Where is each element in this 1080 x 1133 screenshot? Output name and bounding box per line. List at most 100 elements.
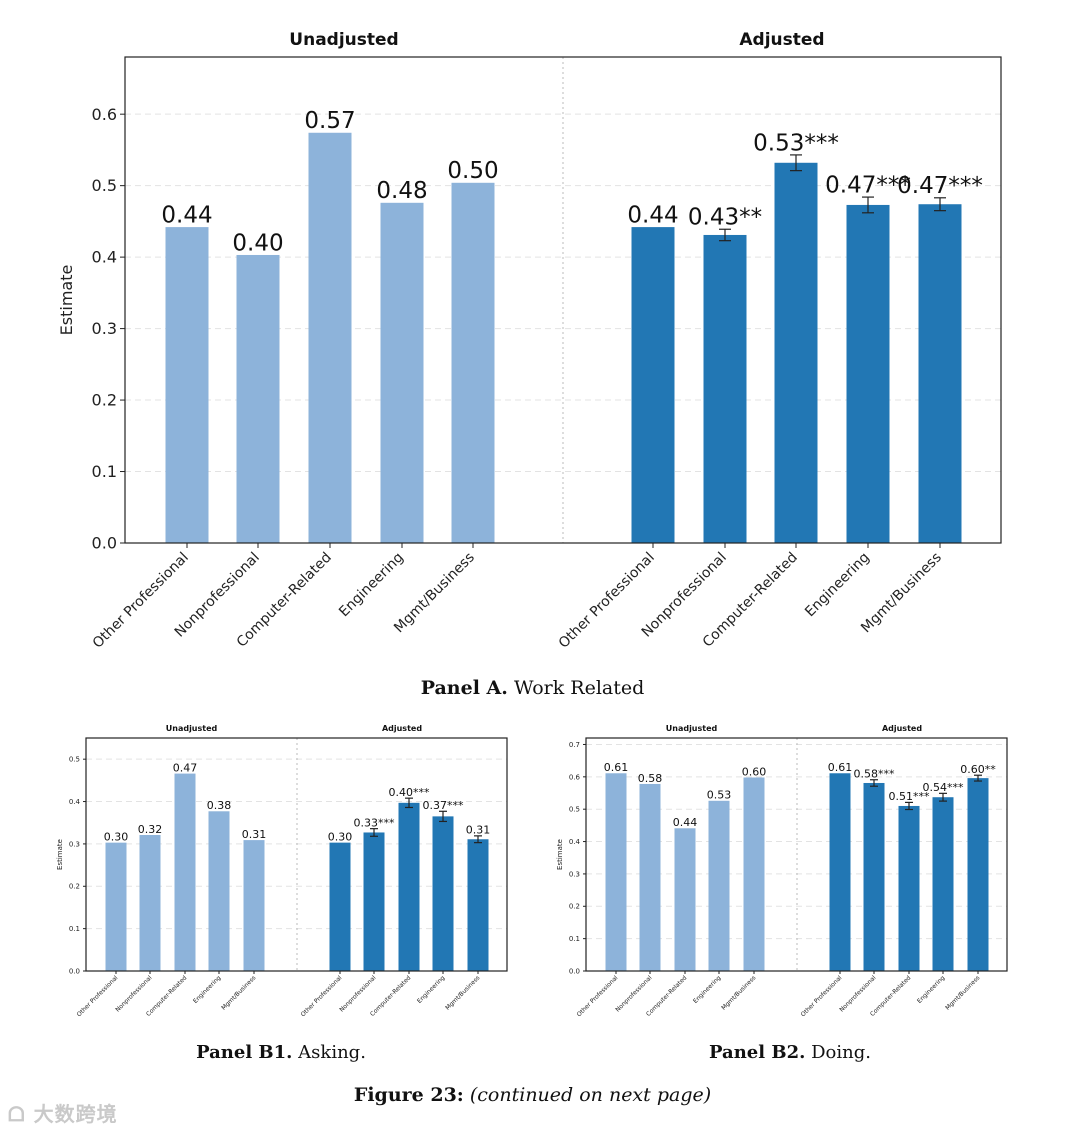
panel-b1-caption: Panel B1. Asking.: [0, 1042, 562, 1063]
unadjusted-bar: [674, 828, 696, 971]
unadjusted-bar: [639, 783, 661, 971]
unadjusted-value-label: 0.53: [707, 789, 732, 802]
subplot-title-adjusted: Adjusted: [382, 724, 422, 733]
adjusted-bar: [846, 204, 890, 543]
y-tick-label: 0.2: [569, 903, 580, 911]
x-tick-label: Nonprofessional: [838, 974, 877, 1013]
adjusted-value-label: 0.31: [466, 824, 491, 837]
adjusted-bar: [398, 802, 420, 971]
adjusted-bar: [631, 227, 675, 543]
subplot-title-unadjusted: Unadjusted: [289, 30, 398, 50]
unadjusted-value-label: 0.50: [447, 158, 498, 184]
x-tick-label: Mgmt/Business: [444, 974, 481, 1011]
panel-b2-caption-label: Panel B2.: [709, 1042, 806, 1063]
unadjusted-value-label: 0.44: [161, 203, 212, 229]
unadjusted-bar: [208, 811, 230, 971]
x-tick-label: Mgmt/Business: [720, 974, 757, 1011]
watermark-logo: ᗝ 大数跨境: [8, 1098, 118, 1127]
y-tick-label: 0.3: [92, 319, 117, 338]
unadjusted-value-label: 0.47: [173, 761, 198, 774]
panel-b2-caption: Panel B2. Doing.: [510, 1042, 1070, 1063]
adjusted-value-label: 0.60**: [960, 763, 996, 776]
x-tick-label: Mgmt/Business: [220, 974, 257, 1011]
y-tick-label: 0.3: [569, 870, 580, 878]
x-tick-label: Engineering: [692, 974, 723, 1005]
panel-a-caption-text: Work Related: [513, 677, 645, 699]
unadjusted-value-label: 0.31: [242, 828, 267, 841]
panel-b1-caption-text: Asking.: [298, 1042, 366, 1063]
adjusted-bar: [432, 816, 454, 971]
x-tick-label: Other Professional: [90, 550, 192, 652]
adjusted-value-label: 0.53***: [753, 130, 839, 156]
y-tick-label: 0.1: [92, 462, 117, 481]
unadjusted-bar: [743, 777, 765, 971]
x-tick-label: Nonprofessional: [338, 974, 377, 1013]
x-tick-label: Engineering: [916, 974, 947, 1005]
unadjusted-value-label: 0.58: [638, 772, 663, 785]
y-axis-label: Estimate: [57, 265, 76, 336]
adjusted-value-label: 0.58***: [854, 768, 895, 781]
adjusted-value-label: 0.51***: [889, 790, 930, 803]
panel-a-caption-label: Panel A.: [420, 677, 508, 699]
unadjusted-bar: [174, 773, 196, 971]
panel-b2-caption-text: Doing.: [811, 1042, 871, 1063]
adjusted-value-label: 0.47***: [897, 173, 983, 199]
y-tick-label: 0.7: [569, 741, 580, 749]
figure-caption-text: (continued on next page): [469, 1084, 712, 1106]
adjusted-value-label: 0.37***: [423, 799, 464, 812]
unadjusted-value-label: 0.44: [673, 816, 698, 829]
x-tick-label: Other Professional: [576, 974, 620, 1018]
x-tick-label: Nonprofessional: [114, 974, 153, 1013]
panel-b1-caption-label: Panel B1.: [196, 1042, 293, 1063]
unadjusted-bar: [243, 840, 265, 971]
x-tick-label: Engineering: [416, 974, 447, 1005]
x-tick-label: Engineering: [336, 550, 407, 621]
unadjusted-bar: [165, 227, 209, 543]
watermark-icon: ᗝ: [8, 1102, 34, 1126]
subplot-title-adjusted: Adjusted: [882, 724, 922, 733]
adjusted-bar: [863, 782, 885, 971]
x-tick-label: Other Professional: [556, 550, 658, 652]
adjusted-value-label: 0.40***: [389, 786, 430, 799]
unadjusted-value-label: 0.32: [138, 823, 163, 836]
unadjusted-bar: [236, 254, 280, 544]
subplot-title-adjusted: Adjusted: [739, 30, 824, 50]
unadjusted-bar: [451, 182, 495, 543]
y-axis-label: Estimate: [56, 839, 64, 870]
adjusted-bar: [363, 832, 385, 971]
x-tick-label: Nonprofessional: [614, 974, 653, 1013]
panel-b1-chart: 0.0 0.1 0.2 0.3 0.4 0.5 Unadjusted Adjusted Esti…: [56, 724, 508, 1018]
adjusted-value-label: 0.30: [328, 830, 353, 843]
unadjusted-value-label: 0.30: [104, 830, 129, 843]
unadjusted-bar: [380, 202, 424, 544]
adjusted-bar: [703, 234, 747, 543]
adjusted-value-label: 0.54***: [923, 781, 964, 794]
y-tick-label: 0.6: [569, 773, 581, 781]
y-tick-label: 0.5: [69, 756, 80, 764]
panel-b2-chart: 0.0 0.1 0.2 0.3 0.4 0.5 0.6 0.7 Unadjusted Adjust…: [556, 724, 1008, 1018]
adjusted-bar: [898, 805, 920, 971]
x-tick-label: Mgmt/Business: [944, 974, 981, 1011]
adjusted-value-label: 0.43**: [688, 205, 762, 231]
unadjusted-bar: [105, 842, 127, 971]
unadjusted-bar: [308, 132, 352, 543]
x-tick-label: Other Professional: [800, 974, 844, 1018]
adjusted-bar: [774, 162, 818, 543]
y-tick-label: 0.1: [569, 935, 580, 943]
adjusted-bar: [467, 839, 489, 971]
figure-caption-label: Figure 23:: [353, 1084, 464, 1106]
figure-caption: Figure 23: (continued on next page): [0, 1084, 1065, 1106]
y-tick-label: 0.2: [92, 391, 117, 410]
unadjusted-value-label: 0.57: [304, 108, 355, 134]
y-tick-label: 0.2: [69, 883, 80, 891]
x-tick-label: Other Professional: [300, 974, 344, 1018]
y-tick-label: 0.0: [69, 967, 80, 975]
panel-a-chart: 0.0 0.1 0.2 0.3 0.4 0.5 0.6 Unadjusted Adjusted E…: [57, 30, 1002, 652]
adjusted-value-label: 0.47***: [825, 172, 911, 198]
y-tick-label: 0.4: [69, 798, 81, 806]
adjusted-value-label: 0.33***: [354, 816, 395, 829]
plot-frame: [124, 56, 1002, 544]
watermark-text: 大数跨境: [33, 1102, 118, 1126]
y-tick-label: 0.0: [569, 967, 580, 975]
